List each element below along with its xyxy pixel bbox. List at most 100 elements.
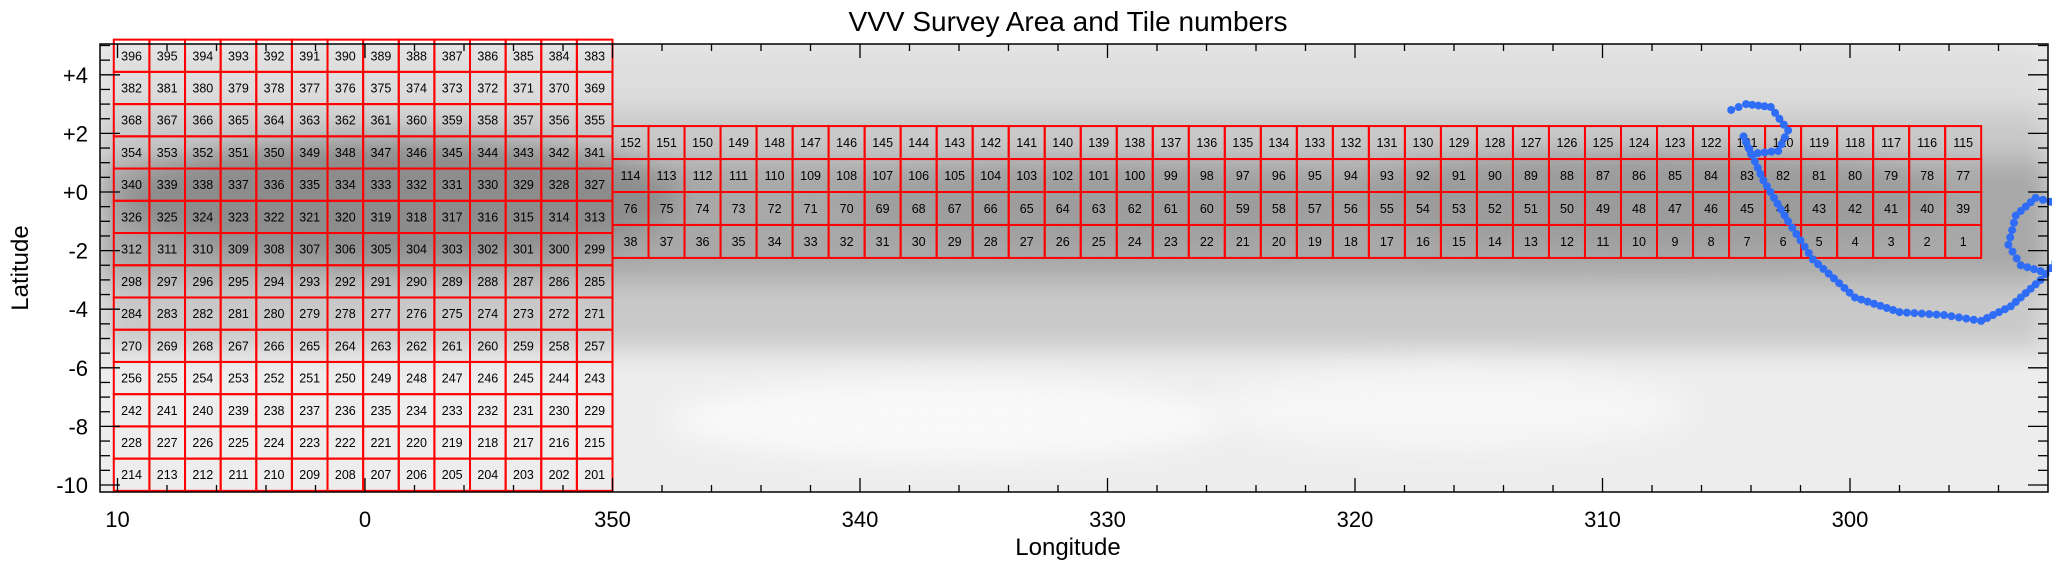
tile-label: 128 [1485, 136, 1506, 150]
path-point [2029, 265, 2038, 274]
path-point [1925, 310, 1934, 319]
tile-label: 254 [192, 372, 213, 386]
tile-label: 55 [1380, 202, 1394, 216]
tile-label: 312 [121, 243, 142, 257]
path-point [1840, 283, 1849, 292]
tile-label: 322 [264, 210, 285, 224]
tile-label: 304 [406, 243, 427, 257]
tile-label: 18 [1344, 235, 1358, 249]
overlay-path [1727, 100, 2052, 325]
tile-label: 336 [264, 178, 285, 192]
path-point [1800, 242, 1809, 251]
tile-label: 69 [876, 202, 890, 216]
path-point [1902, 308, 1911, 317]
tile-label: 213 [157, 468, 178, 482]
x-tick-label: 330 [1089, 507, 1126, 532]
tile-label: 33 [804, 235, 818, 249]
tile-label: 290 [406, 275, 427, 289]
tile-label: 40 [1920, 202, 1934, 216]
tile-label: 126 [1557, 136, 1578, 150]
tile-label: 94 [1344, 169, 1358, 183]
tile-label: 283 [157, 307, 178, 321]
tile-label: 286 [549, 275, 570, 289]
tile-label: 331 [442, 178, 463, 192]
path-point [1994, 308, 2003, 317]
tile-label: 266 [264, 339, 285, 353]
path-point [1775, 114, 1784, 123]
tile-label: 150 [692, 136, 713, 150]
tile-label: 146 [836, 136, 857, 150]
tile-label: 32 [840, 235, 854, 249]
tile-label: 221 [371, 436, 392, 450]
tile-label: 261 [442, 339, 463, 353]
tile-label: 151 [656, 136, 677, 150]
path-point [2012, 254, 2021, 263]
tile-label: 248 [406, 372, 427, 386]
tile-label: 89 [1524, 169, 1538, 183]
tile-label: 30 [912, 235, 926, 249]
tile-label: 328 [549, 178, 570, 192]
tile-label: 14 [1488, 235, 1502, 249]
tile-label: 269 [157, 339, 178, 353]
tile-label: 51 [1524, 202, 1538, 216]
tile-label: 346 [406, 146, 427, 160]
tile-label: 137 [1160, 136, 1181, 150]
path-point [1977, 316, 1986, 325]
tile-label: 352 [192, 146, 213, 160]
tile-label: 251 [299, 372, 320, 386]
tile-label: 391 [299, 49, 320, 63]
tile-label: 343 [513, 146, 534, 160]
tile-label: 22 [1200, 235, 1214, 249]
tile-label: 347 [371, 146, 392, 160]
tile-label: 387 [442, 49, 463, 63]
tile-label: 68 [912, 202, 926, 216]
tile-label: 259 [513, 339, 534, 353]
tile-label: 350 [264, 146, 285, 160]
tile-label: 115 [1953, 136, 1973, 150]
tile-label: 348 [335, 146, 356, 160]
tile-label: 211 [228, 468, 248, 482]
path-point [1760, 148, 1769, 157]
path-point [1895, 308, 1904, 317]
tile-label: 57 [1308, 202, 1322, 216]
tile-label: 323 [228, 210, 249, 224]
tile-label: 83 [1740, 169, 1754, 183]
tile-label: 19 [1308, 235, 1322, 249]
tile-label: 288 [477, 275, 498, 289]
tile-label: 274 [477, 307, 498, 321]
tile-label: 39 [1956, 202, 1970, 216]
tile-label: 245 [513, 372, 534, 386]
tile-label: 87 [1596, 169, 1610, 183]
tile-label: 63 [1092, 202, 1106, 216]
tile-label: 42 [1848, 202, 1862, 216]
tile-label: 85 [1668, 169, 1682, 183]
path-point [1792, 229, 1801, 238]
tile-label: 223 [299, 436, 320, 450]
tile-label: 140 [1052, 136, 1073, 150]
tile-label: 291 [371, 275, 392, 289]
tile-label: 129 [1448, 136, 1469, 150]
tile-label: 214 [121, 468, 142, 482]
tile-label: 374 [406, 81, 427, 95]
tile-label: 64 [1056, 202, 1070, 216]
tile-label: 25 [1092, 235, 1106, 249]
tile-label: 73 [732, 202, 746, 216]
path-point [2008, 247, 2017, 256]
tile-label: 217 [513, 436, 534, 450]
tile-label: 236 [335, 404, 356, 418]
path-point [1750, 157, 1759, 166]
tile-label: 50 [1560, 202, 1574, 216]
tile-label: 301 [513, 243, 534, 257]
tile-label: 114 [621, 169, 641, 183]
tile-label: 376 [335, 81, 356, 95]
y-tick-label: +2 [63, 121, 88, 146]
tile-label: 339 [157, 178, 178, 192]
tile-label: 315 [513, 210, 534, 224]
path-point [2011, 211, 2020, 220]
tile-label: 335 [299, 178, 320, 192]
path-point [2023, 263, 2032, 272]
tile-label: 116 [1917, 136, 1937, 150]
tile-label: 147 [800, 136, 821, 150]
tile-label: 273 [513, 307, 534, 321]
